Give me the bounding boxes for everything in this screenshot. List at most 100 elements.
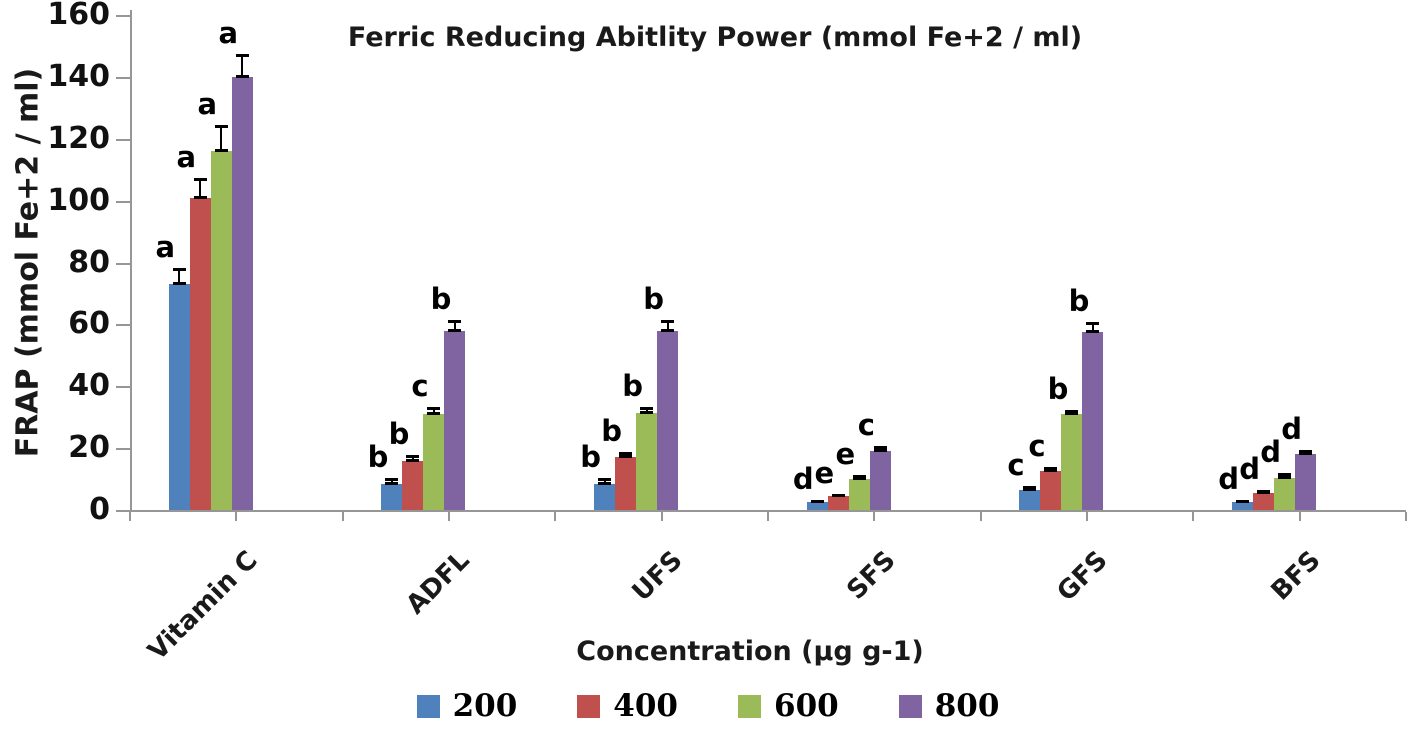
error-bar-cap-top xyxy=(385,478,399,482)
error-bar-line xyxy=(1091,322,1094,333)
significance-letter: b xyxy=(580,440,602,475)
significance-letter: b xyxy=(643,282,665,317)
x-tick xyxy=(554,512,557,521)
error-bar-line xyxy=(879,446,882,452)
significance-letter: b xyxy=(601,413,623,448)
error-bar-cap-bottom xyxy=(385,481,399,485)
error-bar-cap-top xyxy=(661,320,675,324)
y-tick-label: 20 xyxy=(68,430,110,466)
y-tick xyxy=(116,510,130,512)
bar-bfs-800 xyxy=(1295,454,1317,510)
error-bar-cap-top xyxy=(406,454,420,458)
bar-sfs-600 xyxy=(848,479,870,510)
error-bar-cap-bottom xyxy=(1044,469,1058,473)
x-tick xyxy=(873,512,876,521)
significance-letter: b xyxy=(1047,372,1069,406)
legend-swatch-800 xyxy=(898,694,922,718)
y-tick xyxy=(116,15,130,17)
chart-title: Ferric Reducing Abitlity Power (mmol Fe+… xyxy=(347,22,1083,53)
error-bar-cap-top xyxy=(852,474,866,478)
significance-letter: b xyxy=(1068,283,1090,318)
significance-letter: a xyxy=(155,229,176,264)
significance-letter: b xyxy=(622,368,644,403)
x-tick xyxy=(448,512,450,521)
y-tick xyxy=(116,138,130,141)
error-bar-cap-top xyxy=(193,177,207,181)
y-tick-label: 80 xyxy=(68,244,110,280)
y-tick-label: 140 xyxy=(47,58,110,94)
significance-letter: e xyxy=(835,436,856,471)
error-bar-cap-bottom xyxy=(193,195,207,199)
y-tick-label: 0 xyxy=(89,492,110,527)
x-axis-line xyxy=(130,510,1406,512)
error-bar-cap-top xyxy=(427,406,441,410)
error-bar-cap-bottom xyxy=(598,481,612,485)
y-tick xyxy=(116,76,130,79)
x-tick xyxy=(660,512,663,521)
error-bar-cap-top xyxy=(873,445,887,449)
significance-letter: c xyxy=(857,407,875,442)
error-bar-cap-bottom xyxy=(406,458,420,462)
error-bar-cap-bottom xyxy=(831,494,845,498)
error-bar-cap-bottom xyxy=(873,449,887,453)
y-tick xyxy=(116,386,130,389)
error-bar-cap-bottom xyxy=(1257,490,1271,494)
error-bar-cap-top xyxy=(172,267,186,271)
error-bar-cap-bottom xyxy=(1023,487,1037,491)
error-bar-cap-top xyxy=(1086,321,1100,325)
error-bar-cap-bottom xyxy=(619,455,633,459)
error-bar-cap-bottom xyxy=(640,410,654,414)
error-bar-cap-bottom xyxy=(1086,330,1100,334)
error-bar-cap-bottom xyxy=(214,149,228,153)
error-bar-line xyxy=(453,321,456,331)
y-tick xyxy=(116,324,130,327)
error-bar-cap-bottom xyxy=(661,328,675,332)
significance-letter: b xyxy=(430,282,452,317)
y-tick-label: 160 xyxy=(47,0,110,32)
error-bar-line xyxy=(241,55,244,77)
error-bar-line xyxy=(178,268,181,285)
error-bar-line xyxy=(624,452,627,458)
error-bar-cap-top xyxy=(1044,467,1058,471)
legend-item-200: 200 xyxy=(416,690,517,722)
bar-gfs-600 xyxy=(1061,414,1083,510)
error-bar-cap-top xyxy=(598,478,612,482)
significance-letter: e xyxy=(814,455,835,490)
x-tick xyxy=(1192,512,1195,521)
bar-sfs-800 xyxy=(869,451,891,510)
x-tick xyxy=(1086,512,1088,521)
y-axis-line xyxy=(130,10,132,512)
legend-item-600: 600 xyxy=(738,690,839,722)
y-tick xyxy=(116,200,130,203)
bar-gfs-200 xyxy=(1019,489,1041,510)
error-bar-cap-top xyxy=(214,125,228,129)
error-bar-cap-bottom xyxy=(235,74,249,78)
significance-letter: b xyxy=(367,440,389,475)
bar-ufs-400 xyxy=(615,457,637,510)
bar-adfl-200 xyxy=(381,483,403,510)
error-bar-cap-bottom xyxy=(810,500,824,504)
y-tick-label: 100 xyxy=(47,182,110,218)
error-bar-cap-top xyxy=(1023,485,1037,489)
x-tick xyxy=(1298,512,1301,521)
significance-letter: a xyxy=(218,16,239,51)
error-bar-cap-top xyxy=(1299,450,1313,454)
legend-label: 400 xyxy=(613,687,678,724)
error-bar-cap-bottom xyxy=(852,477,866,481)
significance-letter: b xyxy=(388,416,410,451)
error-bar-line xyxy=(666,321,669,331)
error-bar-line xyxy=(432,407,435,415)
significance-letter: c xyxy=(1007,447,1025,482)
significance-letter: d xyxy=(1239,452,1261,487)
y-tick xyxy=(116,448,130,451)
bar-bfs-200 xyxy=(1232,502,1254,510)
error-bar-cap-top xyxy=(235,54,249,58)
significance-letter: c xyxy=(411,368,429,403)
significance-letter: c xyxy=(1028,429,1046,464)
error-bar-line xyxy=(645,407,648,413)
significance-letter: a xyxy=(197,87,218,122)
x-tick xyxy=(341,512,344,521)
bar-ufs-200 xyxy=(594,483,616,510)
error-bar-cap-top xyxy=(1278,473,1292,477)
bar-sfs-200 xyxy=(806,502,828,510)
